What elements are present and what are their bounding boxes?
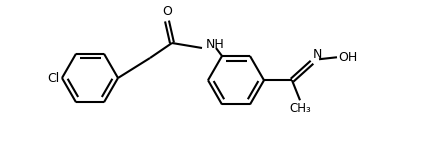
Text: O: O [162,5,172,18]
Text: CH₃: CH₃ [289,102,311,115]
Text: N: N [313,48,322,61]
Text: Cl: Cl [48,72,60,84]
Text: OH: OH [338,51,357,64]
Text: NH: NH [206,39,225,51]
